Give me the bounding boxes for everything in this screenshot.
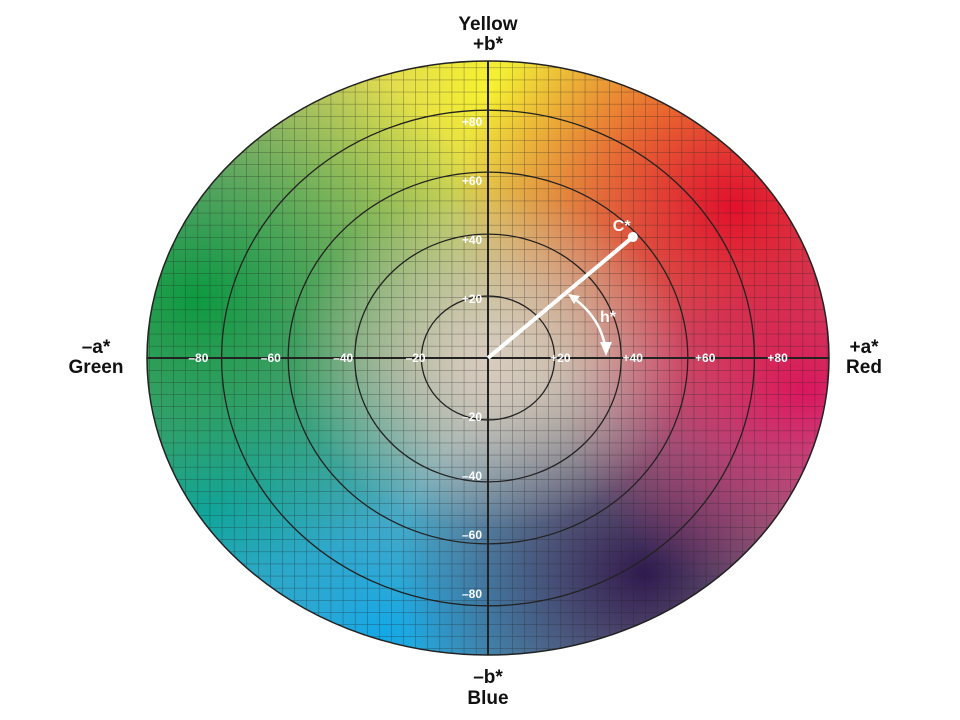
right-axis-symbol: +a* — [849, 337, 879, 358]
top-axis-name: Yellow — [458, 14, 517, 35]
b-tick-label: –20 — [462, 410, 482, 424]
a-tick-label: –40 — [333, 351, 353, 365]
hue-label: h* — [600, 309, 617, 326]
chroma-label: C* — [613, 218, 632, 235]
a-tick-label: +20 — [550, 351, 571, 365]
color-disc — [147, 61, 829, 655]
hue-arrow-icon — [600, 342, 612, 356]
hue-arrow-start-icon — [568, 294, 580, 304]
b-tick-label: +20 — [462, 292, 483, 306]
right-axis-name: Red — [846, 357, 882, 378]
chroma-point — [627, 232, 638, 243]
b-tick-label: –40 — [462, 469, 482, 483]
bottom-axis-symbol: –b* — [473, 667, 503, 688]
a-tick-label: –80 — [188, 351, 208, 365]
b-tick-label: +40 — [462, 233, 483, 247]
a-tick-label: –60 — [261, 351, 281, 365]
b-tick-label: –60 — [462, 528, 482, 542]
chroma-vector: C* h* — [486, 218, 638, 360]
grid — [147, 61, 829, 655]
a-tick-label: +80 — [767, 351, 788, 365]
b-tick-label: –80 — [462, 587, 482, 601]
b-tick-label: +60 — [462, 174, 483, 188]
tick-labels: –80 –60 –40 –20 +20 +40 +60 +80 +80 +60 +40 +20 –20 –… — [188, 115, 788, 601]
a-tick-label: +40 — [623, 351, 644, 365]
bottom-axis-name: Blue — [467, 688, 508, 709]
disc-outline — [146, 60, 830, 656]
a-tick-label: –20 — [406, 351, 426, 365]
left-axis-name: Green — [69, 357, 124, 378]
b-tick-label: +80 — [462, 115, 483, 129]
top-axis-symbol: +b* — [473, 34, 504, 55]
left-axis-symbol: –a* — [82, 337, 111, 358]
a-tick-label: +60 — [695, 351, 716, 365]
